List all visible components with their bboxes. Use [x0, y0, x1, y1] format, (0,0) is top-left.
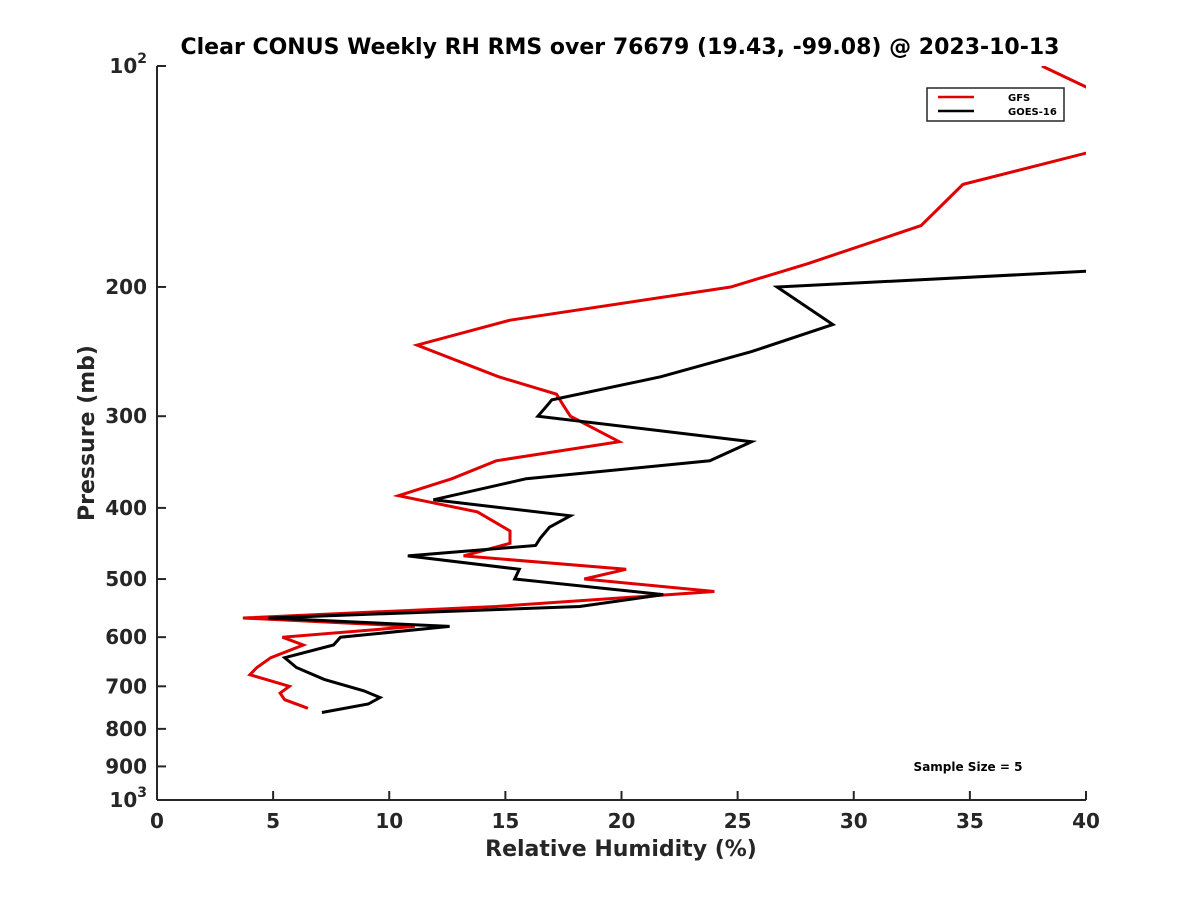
y-tick-label: 500 [105, 567, 147, 591]
y-tick-label: 700 [105, 674, 147, 698]
x-tick-label: 25 [724, 809, 752, 833]
series-layer [242, 66, 1086, 714]
x-axis-ticks: 0 5 10 15 20 25 30 35 40 [150, 791, 1100, 833]
y-tick-label: 200 [105, 275, 147, 299]
x-tick-label: 15 [491, 809, 519, 833]
y-tick-label: 300 [105, 404, 147, 428]
x-tick-label: 5 [266, 809, 280, 833]
x-tick-label: 30 [840, 809, 868, 833]
legend: GFS GOES-16 [926, 87, 1065, 122]
legend-box [926, 87, 1065, 122]
chart-title: Clear CONUS Weekly RH RMS over 76679 (19… [181, 35, 1060, 60]
plot-area: 0 5 10 15 20 25 30 35 40 102 200 300 400 500 600 700 80… [105, 51, 1100, 833]
y-tick-label: 400 [105, 496, 147, 520]
y-tick-label: 900 [105, 754, 147, 778]
y-tick-label: 103 [109, 785, 147, 812]
sample-size-annotation: Sample Size = 5 [914, 760, 1023, 774]
x-tick-label: 20 [608, 809, 636, 833]
legend-label-gfs: GFS [1008, 93, 1030, 104]
y-axis-ticks: 102 200 300 400 500 600 700 800 900 103 [105, 51, 166, 812]
y-tick-label: 600 [105, 625, 147, 649]
x-tick-label: 10 [375, 809, 403, 833]
series-line-goes-16 [268, 269, 1086, 714]
y-tick-label: 800 [105, 717, 147, 741]
legend-label-goes16: GOES-16 [1008, 107, 1057, 118]
x-tick-label: 40 [1072, 809, 1100, 833]
y-tick-label: 102 [109, 51, 147, 78]
x-tick-label: 35 [956, 809, 984, 833]
series-line-gfs [242, 66, 1086, 710]
y-axis-label: Pressure (mb) [75, 345, 100, 521]
x-tick-label: 0 [150, 809, 164, 833]
x-axis-label: Relative Humidity (%) [485, 837, 757, 862]
